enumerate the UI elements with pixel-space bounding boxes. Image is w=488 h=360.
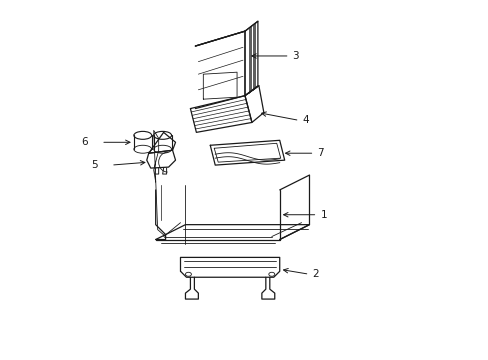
Text: 1: 1 — [320, 210, 326, 220]
Text: 6: 6 — [81, 137, 88, 147]
Text: 4: 4 — [302, 116, 308, 126]
Text: 5: 5 — [91, 160, 98, 170]
Text: 3: 3 — [292, 51, 299, 61]
Text: 7: 7 — [317, 148, 324, 158]
Text: 2: 2 — [312, 269, 319, 279]
